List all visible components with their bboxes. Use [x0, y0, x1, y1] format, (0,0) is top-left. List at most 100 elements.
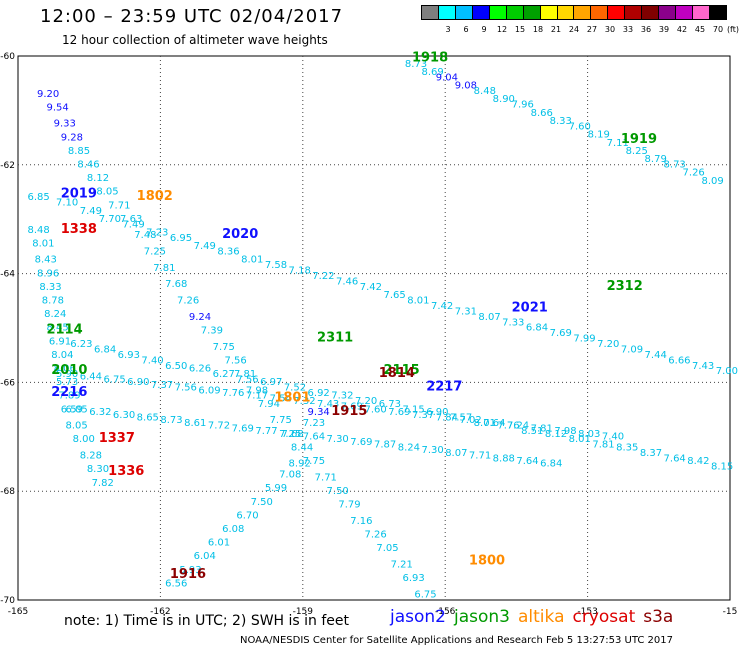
data-point-label: 8.24	[44, 309, 66, 320]
data-point-label: 7.71	[469, 451, 491, 462]
data-point-label: 7.58	[265, 260, 287, 271]
data-point-label: 8.06	[54, 364, 76, 375]
data-point-label: 5.90	[56, 369, 78, 380]
data-point-label: 8.51	[521, 426, 543, 437]
data-point-label: 7.15	[402, 404, 424, 415]
time-label: 2217	[426, 380, 462, 395]
data-point-label: 8.15	[711, 461, 733, 472]
data-point-label: 7.40	[602, 432, 624, 443]
data-point-label: 7.32	[293, 396, 315, 407]
legend-swatch	[540, 6, 558, 19]
data-point-label: 7.81	[234, 369, 256, 380]
data-point-label: 8.01	[407, 296, 429, 307]
time-label: 1336	[108, 464, 144, 479]
data-point-label: 7.69	[388, 407, 410, 418]
data-point-label: 7.81	[153, 263, 175, 274]
data-point-label: 6.90	[426, 407, 448, 418]
y-tick-label: -64	[0, 270, 15, 280]
data-point-label: 7.69	[350, 437, 372, 448]
data-point-label: 7.22	[312, 271, 334, 282]
satellite-label: s3a	[643, 607, 674, 627]
data-point-label: 7.75	[303, 456, 325, 467]
data-point-label: 9.20	[37, 89, 59, 100]
data-point-label: 7.23	[146, 228, 168, 239]
time-label: 1814	[379, 366, 415, 381]
data-point-label: 7.48	[134, 230, 156, 241]
data-point-label: 7.56	[236, 374, 258, 385]
legend-swatch	[506, 6, 524, 19]
satellite-label: altika	[518, 607, 565, 627]
x-tick-label: -153	[577, 607, 597, 617]
data-point-label: 6.75	[414, 589, 436, 600]
data-point-label: 9.54	[46, 102, 68, 113]
data-point-label: 8.01	[32, 238, 54, 249]
data-point-label: 8.35	[616, 442, 638, 453]
data-point-label: 7.57	[450, 412, 472, 423]
data-point-label: 8.96	[37, 268, 59, 279]
legend-label: 9	[481, 25, 487, 34]
data-point-label: 6.93	[118, 350, 140, 361]
legend-swatch	[472, 6, 490, 19]
data-point-label: 6.26	[189, 364, 211, 375]
data-point-label: 7.76	[222, 388, 244, 399]
data-point-label: 7.89	[58, 391, 80, 402]
data-point-label: 8.48	[27, 225, 49, 236]
time-label: 2114	[46, 322, 82, 337]
legend-label: 27	[586, 25, 598, 34]
data-point-label: 7.69	[550, 328, 572, 339]
data-point-label: 8.09	[702, 176, 724, 187]
data-point-label: 7.56	[224, 355, 246, 366]
data-point-label: 6.73	[379, 399, 401, 410]
data-point-label: 7.64	[516, 456, 538, 467]
legend-swatches	[421, 5, 727, 20]
legend-label: 33	[622, 25, 634, 34]
data-point-label: 9.28	[61, 132, 83, 143]
data-point-label: 7.98	[246, 385, 268, 396]
y-tick-label: -62	[0, 161, 15, 171]
data-point-label: 8.69	[421, 67, 443, 78]
data-point-label: 7.33	[502, 317, 524, 328]
data-point-label: 5.99	[265, 483, 287, 494]
data-point-label: 7.31	[455, 306, 477, 317]
y-tick-label: -60	[0, 52, 15, 62]
time-label: 2010	[51, 363, 87, 378]
x-tick-label: -156	[435, 607, 456, 617]
data-point-label: 7.05	[376, 543, 398, 554]
data-point-label: 7.65	[383, 290, 405, 301]
legend-swatch	[422, 6, 439, 19]
data-point-label: 8.43	[35, 255, 57, 266]
y-tick-label: -66	[0, 378, 15, 388]
satellite-label: jason2	[390, 607, 446, 627]
data-point-label: 8.42	[687, 456, 709, 467]
data-point-label: 8.12	[87, 173, 109, 184]
data-point-label: 7.50	[327, 486, 349, 497]
data-point-label: 8.07	[478, 312, 500, 323]
data-point-label: 7.77	[255, 426, 277, 437]
legend-swatch	[659, 6, 677, 19]
legend-swatch	[591, 6, 609, 19]
data-point-label: 7.49	[122, 219, 144, 230]
data-point-label: 7.26	[365, 529, 387, 540]
data-point-label: 7.96	[512, 100, 534, 111]
data-point-label: 7.30	[327, 434, 349, 445]
data-point-label: 6.23	[70, 339, 92, 350]
legend-label: 36	[640, 25, 652, 34]
data-point-label: 6.95	[170, 233, 192, 244]
time-label: 1337	[99, 431, 135, 446]
data-point-label: 8.36	[217, 247, 239, 258]
x-tick-label: -165	[8, 607, 28, 617]
data-point-label: 8.24	[398, 442, 420, 453]
data-point-label: 7.69	[341, 402, 363, 413]
data-point-label: 8.85	[68, 146, 90, 157]
legend-labels: 3 6 9 12 15 18 21 24 27 30 33 36 39 42 45 70	[421, 25, 727, 34]
data-point-label: 7.60	[569, 121, 591, 132]
credit-line: NOAA/NESDIS Center for Satellite Applica…	[240, 635, 673, 646]
data-point-label: 7.16	[350, 516, 372, 527]
data-point-label: 8.73	[160, 415, 182, 426]
data-point-label: 6.97	[260, 377, 282, 388]
data-point-label: 6.92	[308, 388, 330, 399]
data-point-label: 7.43	[692, 361, 714, 372]
data-point-label: 6.84	[526, 323, 548, 334]
time-label: 1916	[170, 567, 206, 582]
